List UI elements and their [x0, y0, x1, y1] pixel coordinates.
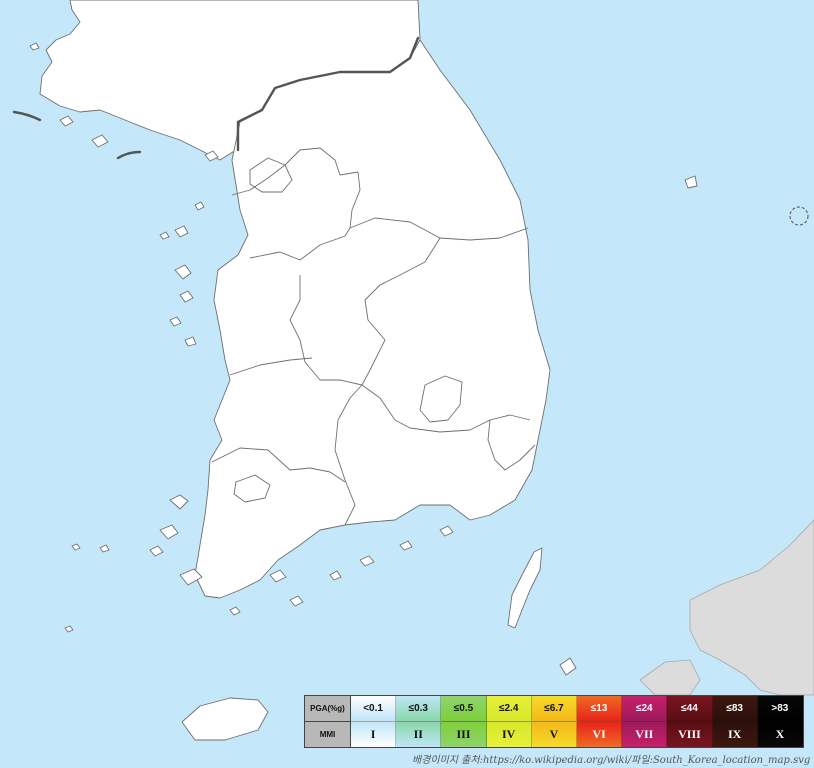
jeju-island	[181, 697, 269, 741]
province-boundary	[361, 384, 531, 433]
japan-islands	[639, 659, 701, 696]
gwangju-boundary	[233, 474, 271, 503]
pga-bin-9: ≤83	[712, 696, 758, 722]
nll-line-2	[116, 150, 142, 160]
pga-bin-6: ≤13	[577, 696, 623, 722]
province-boundary	[487, 419, 536, 471]
south-korea-mainland	[194, 39, 551, 599]
dokdo-marker	[789, 206, 809, 226]
province-boundary	[334, 384, 363, 526]
pga-header: PGA(%g)	[305, 696, 351, 722]
mmi-bin-10: X	[757, 721, 803, 747]
western-islands	[29, 42, 454, 633]
mmi-bin-4: IV	[486, 721, 532, 747]
mmi-bin-8: VIII	[667, 721, 713, 747]
province-boundary	[211, 447, 346, 483]
island-tsushima	[507, 547, 543, 629]
mmi-bin-7: VII	[622, 721, 668, 747]
pga-bin-8: ≤44	[667, 696, 713, 722]
mmi-bin-5: V	[531, 721, 577, 747]
daegu-boundary	[419, 375, 463, 423]
pga-bin-10: >83	[757, 696, 803, 722]
pga-bin-7: ≤24	[622, 696, 668, 722]
seismic-intensity-legend: PGA(%g) <0.1 ≤0.3 ≤0.5 ≤2.4 ≤6.7 ≤13 ≤24 ≤44 ≤83 >…	[304, 695, 804, 748]
japan-landmass	[689, 519, 814, 696]
seoul-boundary	[249, 157, 293, 193]
pga-bin-3: ≤0.5	[441, 696, 487, 722]
pga-bin-5: ≤6.7	[531, 696, 577, 722]
province-boundary	[231, 147, 361, 229]
background-image-credit: 배경이미지 출처:https://ko.wikipedia.org/wiki/파…	[412, 755, 811, 766]
nll-line-1	[12, 110, 42, 122]
province-boundary	[249, 227, 351, 261]
pga-bin-1: <0.1	[351, 696, 397, 722]
mmi-header: MMI	[305, 721, 351, 747]
dmz-border-line	[236, 36, 420, 152]
pga-bin-4: ≤2.4	[486, 696, 532, 722]
island-small	[559, 657, 577, 676]
mmi-bin-9: IX	[712, 721, 758, 747]
province-boundary	[229, 357, 313, 376]
mmi-bin-1: I	[351, 721, 397, 747]
province-boundary	[289, 237, 441, 386]
mmi-bin-3: III	[441, 721, 487, 747]
mmi-bin-6: VI	[577, 721, 623, 747]
ulleungdo-island	[684, 175, 698, 189]
mmi-bin-2: II	[396, 721, 442, 747]
pga-bin-2: ≤0.3	[396, 696, 442, 722]
